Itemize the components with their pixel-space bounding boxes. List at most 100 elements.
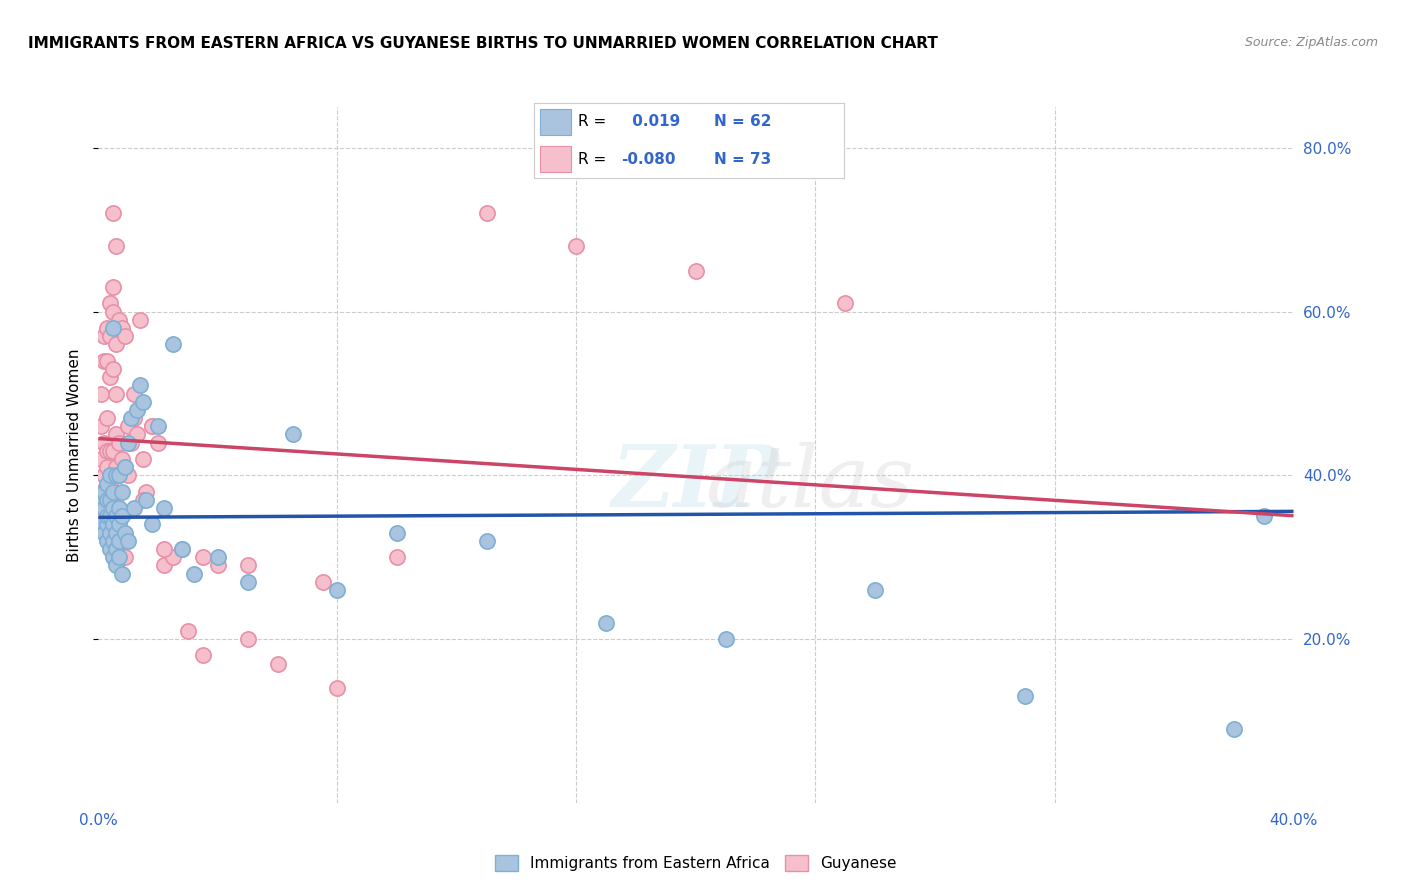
Point xyxy=(117,435,139,450)
Point xyxy=(98,329,122,343)
Point xyxy=(111,452,134,467)
Point xyxy=(90,492,112,507)
Point xyxy=(103,304,125,318)
Point xyxy=(90,484,112,499)
Point xyxy=(103,484,125,499)
Point xyxy=(111,566,134,581)
Point xyxy=(111,509,134,524)
Point xyxy=(93,435,115,450)
Point xyxy=(135,492,157,507)
Point xyxy=(685,264,707,278)
Point xyxy=(98,476,122,491)
Point xyxy=(96,460,118,475)
Point xyxy=(114,525,136,540)
Point xyxy=(127,427,149,442)
Point xyxy=(565,239,588,253)
Point xyxy=(90,452,112,467)
Point xyxy=(207,550,229,565)
Point xyxy=(90,419,112,434)
Point xyxy=(1223,722,1246,736)
Point xyxy=(96,517,118,532)
Point xyxy=(124,501,146,516)
Point xyxy=(93,525,115,540)
Text: R =: R = xyxy=(578,152,610,167)
Point xyxy=(105,525,128,540)
Point xyxy=(129,378,152,392)
Point xyxy=(207,558,229,573)
Point xyxy=(326,582,349,597)
Point xyxy=(141,419,163,434)
Point xyxy=(108,533,131,548)
Text: ZIP: ZIP xyxy=(612,441,780,524)
Point xyxy=(96,509,118,524)
Point xyxy=(103,550,125,565)
Point xyxy=(108,313,131,327)
Point xyxy=(105,239,128,253)
Point xyxy=(385,525,409,540)
Text: atlas: atlas xyxy=(704,442,914,524)
Point xyxy=(1253,509,1275,524)
Point xyxy=(714,632,737,646)
Point xyxy=(96,353,118,368)
Point xyxy=(281,427,304,442)
Point xyxy=(129,313,152,327)
Point xyxy=(93,501,115,516)
Point xyxy=(124,386,146,401)
Point xyxy=(311,574,333,589)
Point xyxy=(93,484,115,499)
Point xyxy=(132,492,155,507)
Point xyxy=(96,411,118,425)
Point xyxy=(132,452,155,467)
Point xyxy=(98,468,122,483)
Point xyxy=(172,542,194,557)
Point xyxy=(98,370,122,384)
Point xyxy=(105,509,128,524)
Point xyxy=(108,517,131,532)
Point xyxy=(93,468,115,483)
Point xyxy=(108,435,131,450)
Point xyxy=(103,501,125,516)
Point xyxy=(127,403,149,417)
Point xyxy=(105,337,128,351)
Point xyxy=(103,321,125,335)
Point xyxy=(90,509,112,524)
Point xyxy=(108,468,131,483)
Point xyxy=(108,533,131,548)
Point xyxy=(191,648,214,663)
Text: N = 62: N = 62 xyxy=(714,114,770,129)
Point xyxy=(105,542,128,557)
Point xyxy=(105,468,128,483)
Point xyxy=(1014,690,1036,704)
Point xyxy=(93,353,115,368)
Text: 0.019: 0.019 xyxy=(627,114,681,129)
FancyBboxPatch shape xyxy=(540,109,571,136)
Point xyxy=(865,582,887,597)
Point xyxy=(103,362,125,376)
Point xyxy=(475,533,498,548)
Legend: Immigrants from Eastern Africa, Guyanese: Immigrants from Eastern Africa, Guyanese xyxy=(488,847,904,879)
Point xyxy=(98,296,122,310)
Point xyxy=(236,558,259,573)
Point xyxy=(98,525,122,540)
Point xyxy=(114,460,136,475)
Point xyxy=(153,558,176,573)
Point xyxy=(105,427,128,442)
Point xyxy=(153,542,176,557)
Point xyxy=(117,419,139,434)
Point xyxy=(93,501,115,516)
Point xyxy=(103,443,125,458)
Point xyxy=(111,321,134,335)
Point xyxy=(103,517,125,532)
FancyBboxPatch shape xyxy=(540,145,571,172)
Point xyxy=(105,386,128,401)
Point xyxy=(96,533,118,548)
Point xyxy=(103,484,125,499)
Point xyxy=(385,550,409,565)
Point xyxy=(96,443,118,458)
Point xyxy=(96,492,118,507)
Point xyxy=(834,296,856,310)
Point xyxy=(108,501,131,516)
Point xyxy=(96,321,118,335)
Point xyxy=(105,460,128,475)
Point xyxy=(177,624,200,638)
